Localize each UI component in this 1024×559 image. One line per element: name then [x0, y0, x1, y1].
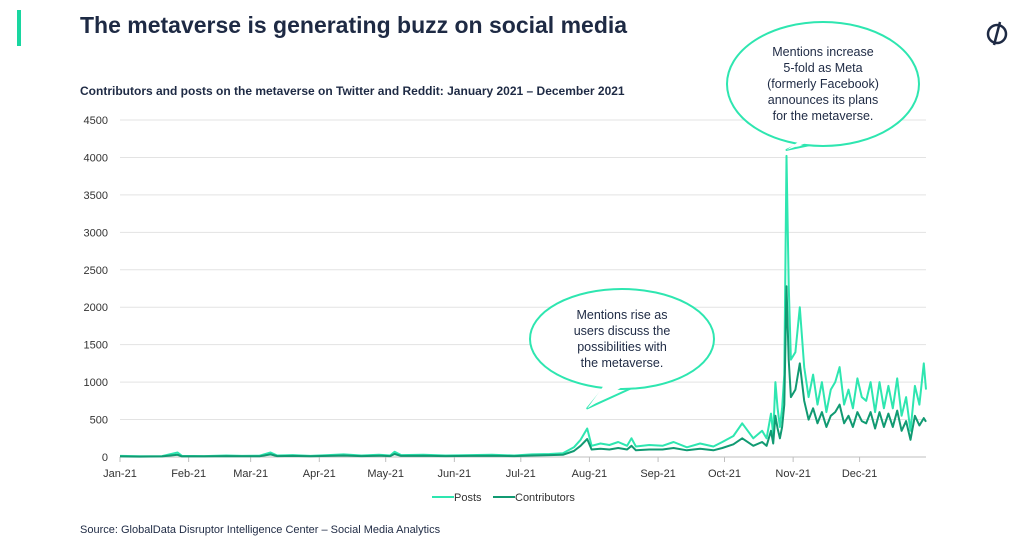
- x-tick-label: Jan-21: [103, 468, 137, 480]
- x-tick-label: Nov-21: [775, 468, 810, 480]
- x-tick-label: Oct-21: [708, 468, 741, 480]
- globaldata-logo-icon: [986, 21, 1008, 46]
- gridlines: [120, 119, 926, 458]
- series-line-contributors: [119, 285, 927, 458]
- x-tick-label: Jul-21: [506, 468, 536, 480]
- legend-label-contributors: Contributors: [515, 492, 575, 504]
- x-axis: Jan-21 Feb-21 Mar-21 Apr-21 May-21 Jun-21 Jul-…: [103, 457, 877, 480]
- x-tick-label: Aug-21: [572, 468, 607, 480]
- x-tick-label: Jun-21: [438, 468, 472, 480]
- annotation-text: possibilities with: [577, 340, 667, 354]
- y-tick-label: 1500: [84, 340, 108, 352]
- series-lines: [119, 154, 927, 458]
- annotation-text: the metaverse.: [581, 356, 664, 370]
- y-tick-label: 0: [102, 452, 108, 464]
- annotation-bubble: Mentions rise as users discuss the possibi…: [529, 288, 715, 410]
- y-tick-label: 500: [90, 415, 108, 427]
- y-tick-label: 2000: [84, 302, 108, 314]
- y-tick-label: 1000: [84, 377, 108, 389]
- y-axis: 0 500 1000 1500 2000 2500 3000 3500 4000 4500: [84, 115, 108, 464]
- chart-title: Contributors and posts on the metaverse …: [80, 84, 625, 98]
- legend: Posts Contributors: [432, 492, 575, 504]
- x-tick-label: Dec-21: [842, 468, 877, 480]
- bubble-shape: [529, 288, 715, 390]
- annotation-text: announces its plans: [768, 93, 879, 107]
- annotation-text: (formerly Facebook): [767, 77, 879, 91]
- bubble-pointer-fill: [587, 377, 632, 409]
- annotation-text: for the metaverse.: [773, 109, 874, 123]
- annotation-text: users discuss the: [574, 324, 671, 338]
- annotation-text: 5-fold as Meta: [783, 61, 862, 75]
- y-tick-label: 2500: [84, 265, 108, 277]
- annotation-bubble: Mentions increase 5-fold as Meta (formerly…: [726, 21, 920, 151]
- x-tick-label: Sep-21: [640, 468, 675, 480]
- legend-label-posts: Posts: [454, 492, 482, 504]
- bubble-shape: [726, 21, 920, 147]
- x-tick-label: Apr-21: [303, 468, 336, 480]
- y-tick-label: 4000: [84, 152, 108, 164]
- series-line-posts: [119, 154, 927, 458]
- x-tick-label: May-21: [367, 468, 404, 480]
- annotation-text: Mentions rise as: [576, 308, 667, 322]
- x-tick-label: Mar-21: [233, 468, 268, 480]
- annotation-text: Mentions increase: [772, 45, 873, 59]
- x-tick-label: Feb-21: [171, 468, 206, 480]
- source-note: Source: GlobalData Disruptor Intelligenc…: [80, 524, 441, 536]
- y-tick-label: 3500: [84, 190, 108, 202]
- y-tick-label: 4500: [84, 115, 108, 127]
- accent-bar: [17, 10, 21, 46]
- bubble-pointer-fill: [786, 134, 832, 150]
- annotations: Mentions rise as users discuss the possibi…: [529, 21, 920, 410]
- y-tick-label: 3000: [84, 227, 108, 239]
- page-title: The metaverse is generating buzz on soci…: [80, 12, 628, 38]
